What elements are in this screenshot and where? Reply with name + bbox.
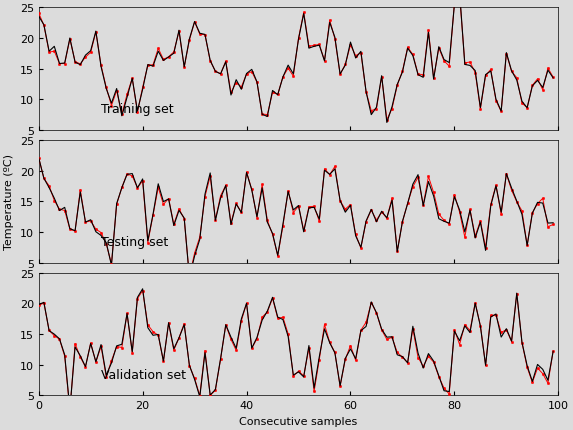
Y-axis label: Temperature (ºC): Temperature (ºC) <box>4 154 14 250</box>
Text: Testing set: Testing set <box>101 235 168 249</box>
Text: Validation set: Validation set <box>101 368 186 381</box>
Text: Training set: Training set <box>101 103 174 116</box>
X-axis label: Consecutive samples: Consecutive samples <box>240 416 358 426</box>
